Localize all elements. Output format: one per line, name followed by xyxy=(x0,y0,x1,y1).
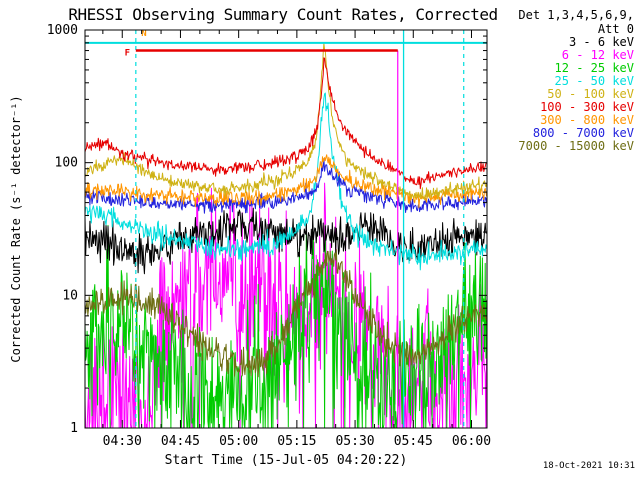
x-tick-label: 05:15 xyxy=(277,434,316,449)
x-tick-label: 06:00 xyxy=(452,434,491,449)
x-tick-label: 05:30 xyxy=(335,434,374,449)
legend-entry-100-300keV: 100 - 300 keV xyxy=(540,100,634,114)
legend-entry-12-25keV: 12 - 25 keV xyxy=(554,61,634,75)
legend-entry-3-6keV: 3 - 6 keV xyxy=(568,35,634,49)
plot-timestamp: 18-Oct-2021 10:31 xyxy=(542,461,635,471)
series-line-50-100keV xyxy=(84,43,488,201)
y-tick-label: 1000 xyxy=(47,23,78,38)
series-line-12-25keV xyxy=(84,224,488,429)
legend-entry-7000-15000keV: 7000 - 15000 keV xyxy=(518,139,634,153)
legend-entry-800-7000keV: 800 - 7000 keV xyxy=(532,126,634,140)
chart-title: RHESSI Observing Summary Count Rates, Co… xyxy=(68,5,498,24)
legend-entry-300-800keV: 300 - 800 keV xyxy=(540,113,634,127)
legend-entry-6-12keV: 6 - 12 keV xyxy=(561,48,634,62)
legend-entry-50-100keV: 50 - 100 keV xyxy=(547,87,634,101)
legend-entries: 3 - 6 keV 6 - 12 keV 12 - 25 keV 25 - 50 ke… xyxy=(484,36,634,153)
series-line-100-300keV xyxy=(84,57,487,190)
y-tick-label: 10 xyxy=(62,288,78,303)
x-tick-label: 05:00 xyxy=(219,434,258,449)
plot-frame xyxy=(84,29,488,429)
y-axis-label: Corrected Count Rate (s⁻¹ detector⁻¹) xyxy=(9,95,23,362)
x-tick-label: 05:45 xyxy=(394,434,433,449)
series-line-7000-15000keV xyxy=(84,249,488,378)
y-tick-label: 1 xyxy=(70,421,78,436)
legend-entry-25-50keV: 25 - 50 keV xyxy=(554,74,634,88)
legend-header-attenuator: Att 0 xyxy=(597,22,634,36)
series-line-800-7000keV xyxy=(84,158,488,214)
y-tick-label: 100 xyxy=(55,156,78,171)
legend-header-detectors: Det 1,3,4,5,6,9, xyxy=(518,8,634,22)
series-line-300-800keV xyxy=(84,154,488,209)
flag-label-F: F xyxy=(125,49,130,59)
series-line-25-50keV xyxy=(84,92,488,271)
flag-label-N: N xyxy=(141,29,146,39)
x-axis-label: Start Time (15-Jul-05 04:20:22) xyxy=(165,453,408,468)
x-tick-label: 04:45 xyxy=(161,434,200,449)
x-tick-label: 04:30 xyxy=(103,434,142,449)
legend: Det 1,3,4,5,6,9, Att 0 3 - 6 keV 6 - 12 k… xyxy=(484,8,634,153)
